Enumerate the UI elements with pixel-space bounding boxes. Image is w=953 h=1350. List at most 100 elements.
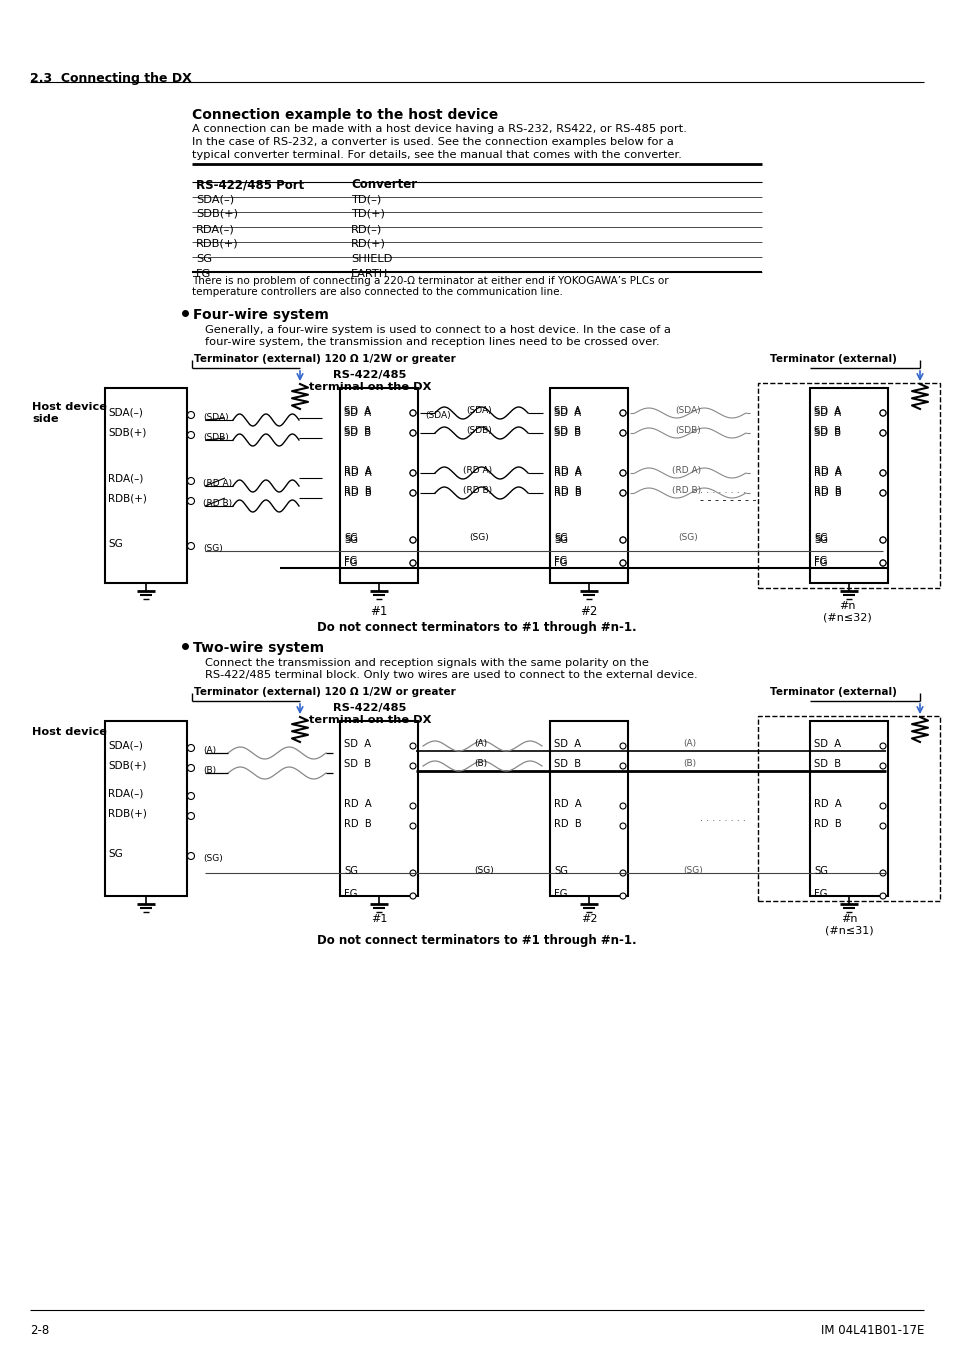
Text: FG: FG bbox=[554, 558, 567, 568]
Text: RD  A: RD A bbox=[813, 799, 841, 809]
Bar bbox=[339, 387, 417, 583]
Circle shape bbox=[619, 537, 625, 543]
Text: RDB(+): RDB(+) bbox=[108, 494, 147, 504]
Circle shape bbox=[410, 490, 416, 495]
Text: RDB(+): RDB(+) bbox=[195, 239, 238, 248]
Text: SG: SG bbox=[108, 849, 123, 859]
Circle shape bbox=[188, 852, 194, 860]
Bar bbox=[550, 721, 627, 896]
Text: . . . . . . . .: . . . . . . . . bbox=[700, 485, 745, 495]
Text: SG: SG bbox=[554, 865, 567, 876]
Text: (SDB): (SDB) bbox=[465, 427, 491, 435]
Circle shape bbox=[619, 431, 625, 436]
Text: 2-8: 2-8 bbox=[30, 1324, 50, 1336]
Circle shape bbox=[619, 490, 625, 495]
Circle shape bbox=[879, 892, 885, 899]
Bar bbox=[809, 387, 887, 583]
Text: (SDA): (SDA) bbox=[465, 406, 491, 414]
Text: SDA(–): SDA(–) bbox=[108, 741, 143, 751]
Circle shape bbox=[410, 537, 416, 543]
Text: (SDA): (SDA) bbox=[675, 406, 700, 414]
Text: #n
(#n≤31): #n (#n≤31) bbox=[823, 914, 872, 936]
Circle shape bbox=[410, 410, 416, 416]
Text: SD  B: SD B bbox=[554, 428, 580, 437]
Text: SD  A: SD A bbox=[344, 406, 371, 416]
Text: RD  B: RD B bbox=[344, 487, 372, 498]
Text: (A): (A) bbox=[682, 738, 696, 748]
Text: SDA(–): SDA(–) bbox=[195, 194, 233, 204]
Text: Do not connect terminators to #1 through #n-1.: Do not connect terminators to #1 through… bbox=[316, 934, 637, 946]
Circle shape bbox=[879, 763, 885, 769]
Circle shape bbox=[879, 824, 885, 829]
Text: RD  A: RD A bbox=[554, 466, 581, 477]
Circle shape bbox=[619, 824, 625, 829]
Text: SD  A: SD A bbox=[813, 408, 841, 418]
Text: RD  B: RD B bbox=[344, 486, 372, 495]
Circle shape bbox=[879, 490, 885, 495]
Text: RD  A: RD A bbox=[813, 466, 841, 477]
Bar bbox=[758, 383, 939, 589]
Circle shape bbox=[410, 560, 416, 566]
Text: SG: SG bbox=[813, 533, 827, 543]
Text: (RD B): (RD B) bbox=[671, 486, 700, 495]
Text: RDA(–): RDA(–) bbox=[108, 474, 143, 485]
Text: RD  A: RD A bbox=[813, 468, 841, 478]
Circle shape bbox=[879, 537, 885, 543]
Text: #1: #1 bbox=[370, 605, 387, 618]
Bar bbox=[758, 716, 939, 900]
Text: IM 04L41B01-17E: IM 04L41B01-17E bbox=[820, 1324, 923, 1336]
Text: SDB(+): SDB(+) bbox=[195, 209, 237, 219]
Text: Host device
side: Host device side bbox=[32, 402, 107, 424]
Circle shape bbox=[879, 743, 885, 749]
Text: typical converter terminal. For details, see the manual that comes with the conv: typical converter terminal. For details,… bbox=[192, 150, 681, 161]
Text: RD  A: RD A bbox=[344, 468, 372, 478]
Text: RD  B: RD B bbox=[554, 819, 581, 829]
Text: SG: SG bbox=[813, 535, 827, 545]
Circle shape bbox=[619, 869, 625, 876]
Text: (SDB): (SDB) bbox=[675, 427, 700, 435]
Text: Terminator (external) 120 Ω 1/2W or greater: Terminator (external) 120 Ω 1/2W or grea… bbox=[193, 354, 456, 364]
Text: RS-422/485
terminal on the DX: RS-422/485 terminal on the DX bbox=[309, 370, 431, 392]
Circle shape bbox=[619, 410, 625, 416]
Text: SD  A: SD A bbox=[813, 738, 841, 749]
Text: EARTH: EARTH bbox=[351, 269, 388, 279]
Text: SG: SG bbox=[344, 535, 357, 545]
Bar bbox=[339, 721, 417, 896]
Text: A connection can be made with a host device having a RS-232, RS422, or RS-485 po: A connection can be made with a host dev… bbox=[192, 124, 686, 134]
Text: SDB(+): SDB(+) bbox=[108, 761, 146, 771]
Text: RD  A: RD A bbox=[554, 468, 581, 478]
Circle shape bbox=[879, 803, 885, 809]
Text: TD(–): TD(–) bbox=[351, 194, 381, 204]
Circle shape bbox=[879, 470, 885, 477]
Circle shape bbox=[879, 490, 885, 495]
Text: SG: SG bbox=[344, 865, 357, 876]
Text: #n
(#n≤32): #n (#n≤32) bbox=[821, 601, 870, 622]
Circle shape bbox=[410, 431, 416, 436]
Circle shape bbox=[619, 803, 625, 809]
Circle shape bbox=[410, 431, 416, 436]
Text: SDA(–): SDA(–) bbox=[108, 408, 143, 418]
Circle shape bbox=[410, 470, 416, 477]
Text: SD  B: SD B bbox=[813, 427, 841, 436]
Text: RDA(–): RDA(–) bbox=[195, 224, 234, 234]
Text: FG: FG bbox=[813, 890, 826, 899]
Text: SG: SG bbox=[108, 539, 123, 549]
Text: (SDA): (SDA) bbox=[424, 410, 450, 420]
Circle shape bbox=[410, 824, 416, 829]
Text: RS-422/485
terminal on the DX: RS-422/485 terminal on the DX bbox=[309, 703, 431, 725]
Text: SD  B: SD B bbox=[813, 759, 841, 769]
Text: SD  B: SD B bbox=[344, 428, 371, 437]
Text: RD(–): RD(–) bbox=[351, 224, 382, 234]
Text: SDB(+): SDB(+) bbox=[108, 428, 146, 437]
Circle shape bbox=[410, 560, 416, 566]
Circle shape bbox=[410, 743, 416, 749]
Text: RD  A: RD A bbox=[554, 799, 581, 809]
Bar bbox=[809, 721, 887, 896]
Text: SD  A: SD A bbox=[813, 406, 841, 416]
Text: SD  A: SD A bbox=[554, 406, 580, 416]
Circle shape bbox=[410, 470, 416, 477]
Circle shape bbox=[410, 803, 416, 809]
Circle shape bbox=[619, 537, 625, 543]
Circle shape bbox=[879, 869, 885, 876]
Text: RD  A: RD A bbox=[344, 799, 372, 809]
